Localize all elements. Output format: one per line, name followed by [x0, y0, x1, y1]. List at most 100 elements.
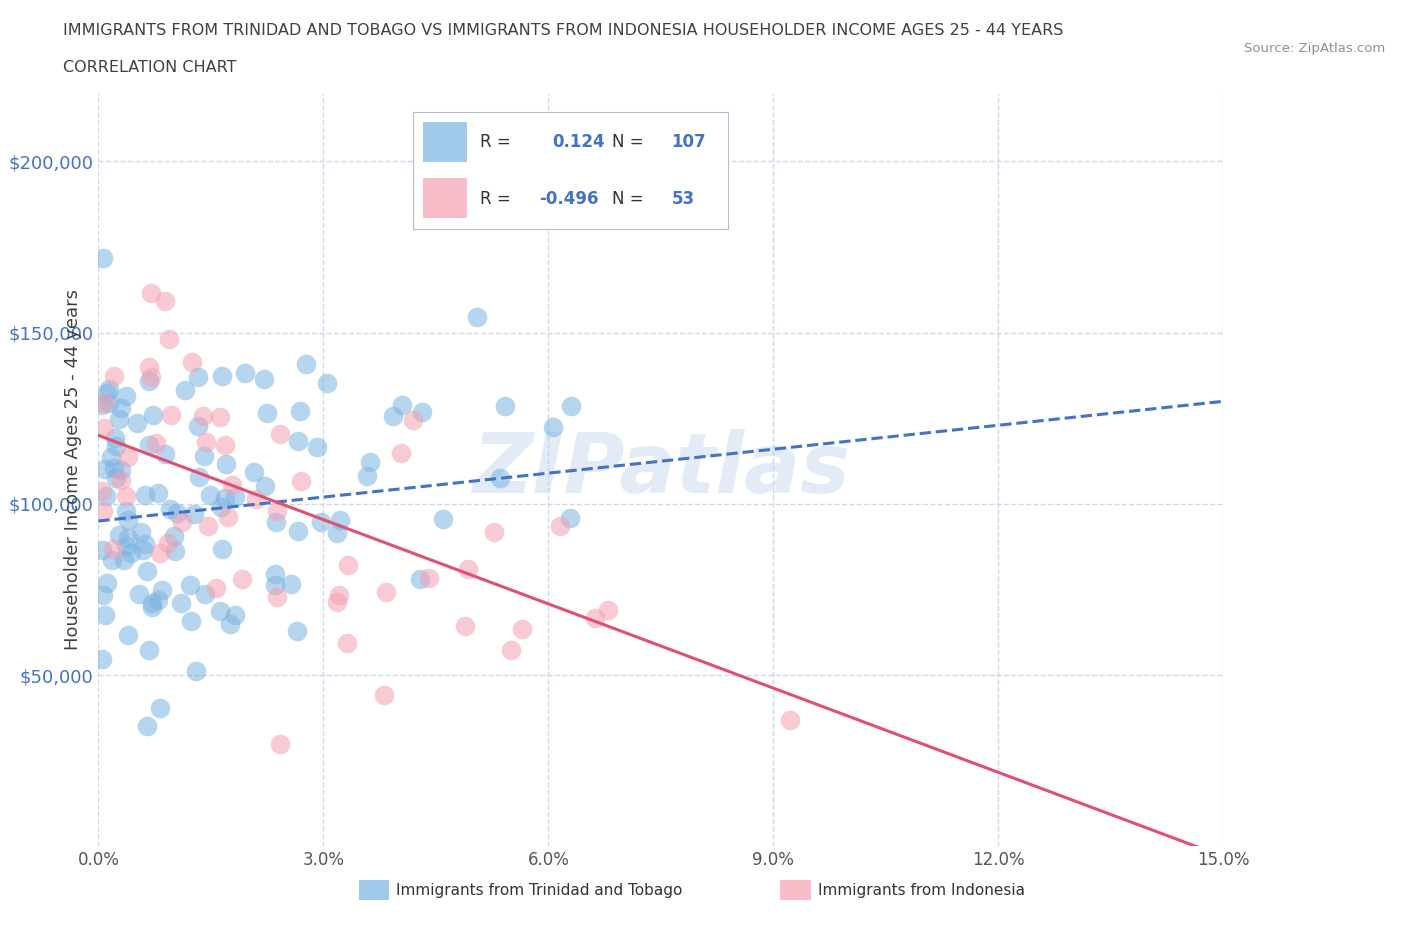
Point — [269, 737, 291, 751]
Point — [96, 488, 118, 503]
Point — [91, 651, 114, 666]
Point — [264, 515, 287, 530]
Point — [114, 538, 136, 553]
Point — [157, 331, 180, 346]
Point — [115, 488, 138, 503]
Point — [307, 440, 329, 455]
Point — [179, 578, 201, 592]
Point — [169, 595, 191, 610]
Point — [209, 409, 232, 424]
Point — [269, 427, 291, 442]
Point — [373, 687, 395, 702]
Point — [266, 590, 288, 604]
Point — [186, 369, 208, 384]
Point — [217, 510, 239, 525]
Point — [198, 487, 221, 502]
Point — [418, 571, 440, 586]
Point — [243, 464, 266, 479]
Point — [211, 369, 233, 384]
Point — [91, 588, 114, 603]
Point — [211, 541, 233, 556]
Point — [197, 518, 219, 533]
Point — [132, 543, 155, 558]
Point — [163, 528, 186, 543]
Point — [285, 624, 308, 639]
Point — [149, 545, 172, 560]
Text: IMMIGRANTS FROM TRINIDAD AND TOBAGO VS IMMIGRANTS FROM INDONESIA HOUSEHOLDER INC: IMMIGRANTS FROM TRINIDAD AND TOBAGO VS I… — [63, 23, 1064, 38]
Point — [214, 490, 236, 505]
Point — [96, 576, 118, 591]
Point — [295, 357, 318, 372]
Point — [263, 578, 285, 592]
Point — [548, 519, 571, 534]
Point — [219, 617, 242, 631]
Point — [315, 375, 337, 390]
Point — [432, 512, 454, 527]
Point — [191, 408, 214, 423]
Point — [543, 419, 565, 434]
Point — [160, 407, 183, 422]
Point — [138, 643, 160, 658]
Point — [231, 572, 253, 587]
Point — [136, 719, 159, 734]
Point — [409, 572, 432, 587]
Point — [510, 622, 533, 637]
Point — [108, 411, 131, 426]
Point — [672, 208, 695, 223]
Point — [141, 600, 163, 615]
Point — [290, 473, 312, 488]
Point — [253, 371, 276, 386]
Point — [91, 484, 114, 498]
Point — [110, 400, 132, 415]
Y-axis label: Householder Income Ages 25 - 44 years: Householder Income Ages 25 - 44 years — [63, 289, 82, 650]
Point — [145, 435, 167, 450]
Text: ZIPatlas: ZIPatlas — [472, 429, 849, 511]
Text: Immigrants from Trinidad and Tobago: Immigrants from Trinidad and Tobago — [396, 883, 683, 897]
Point — [172, 514, 194, 529]
Point — [245, 491, 267, 506]
Point — [101, 552, 124, 567]
Point — [411, 405, 433, 419]
Point — [103, 541, 125, 556]
Point — [215, 457, 238, 472]
Point — [359, 455, 381, 470]
Point — [93, 461, 115, 476]
Point — [336, 635, 359, 650]
Point — [104, 431, 127, 445]
Point — [457, 562, 479, 577]
Point — [117, 530, 139, 545]
Point — [264, 566, 287, 581]
Text: Source: ZipAtlas.com: Source: ZipAtlas.com — [1244, 42, 1385, 55]
Point — [142, 407, 165, 422]
Point — [120, 545, 142, 560]
Point — [91, 543, 114, 558]
Point — [166, 506, 188, 521]
Point — [138, 374, 160, 389]
Point — [150, 582, 173, 597]
Point — [560, 399, 582, 414]
Point — [287, 433, 309, 448]
Point — [100, 450, 122, 465]
Point — [253, 479, 276, 494]
Point — [204, 580, 226, 595]
Point — [598, 603, 620, 618]
Point — [107, 527, 129, 542]
Point — [224, 607, 246, 622]
Point — [454, 618, 477, 633]
Point — [94, 608, 117, 623]
Point — [325, 525, 347, 540]
Point — [221, 477, 243, 492]
Point — [139, 286, 162, 301]
Point — [482, 525, 505, 539]
Point — [127, 416, 149, 431]
Point — [356, 468, 378, 483]
Point — [266, 503, 288, 518]
Point — [311, 514, 333, 529]
Text: Immigrants from Indonesia: Immigrants from Indonesia — [818, 883, 1025, 897]
Point — [93, 420, 115, 435]
Point — [148, 485, 170, 500]
Point — [155, 293, 177, 308]
Point — [110, 463, 132, 478]
Point — [112, 552, 135, 567]
Point — [184, 664, 207, 679]
